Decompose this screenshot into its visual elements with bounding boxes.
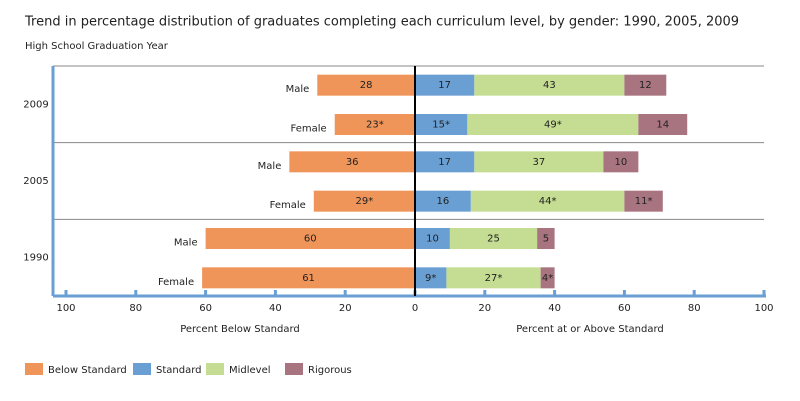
- group-label: 2005: [23, 176, 48, 187]
- value-label: 17: [438, 80, 451, 91]
- legend-label: Standard: [156, 365, 202, 376]
- bar-segment: [415, 74, 475, 96]
- bar-segment: [603, 151, 639, 173]
- value-label: 49*: [544, 120, 562, 131]
- value-label: 29*: [356, 196, 374, 207]
- bar-segment: [415, 267, 447, 289]
- value-label: 10: [615, 157, 628, 168]
- x-tick-label: 60: [199, 303, 212, 314]
- bar-segment: [202, 267, 415, 289]
- value-label: 27*: [485, 273, 503, 284]
- legend-label: Rigorous: [308, 365, 352, 376]
- group-label: 1990: [23, 253, 48, 264]
- x-axis-label: Percent at or Above Standard: [516, 324, 664, 335]
- x-tick-label: 60: [618, 303, 631, 314]
- value-label: 16: [437, 196, 450, 207]
- group-label: 2009: [23, 99, 48, 110]
- value-label: 61: [302, 273, 315, 284]
- x-axis-label: Percent Below Standard: [180, 324, 300, 335]
- bar-segment: [317, 74, 415, 96]
- bar-segment: [474, 151, 604, 173]
- bar-segment: [540, 267, 555, 289]
- x-tick-label: 20: [339, 303, 352, 314]
- bar-segment: [415, 151, 475, 173]
- category-label: Male: [258, 161, 282, 172]
- value-label: 17: [438, 157, 451, 168]
- category-label: Male: [174, 238, 198, 249]
- value-label: 5: [543, 234, 549, 245]
- value-label: 25: [487, 234, 500, 245]
- category-label: Female: [291, 124, 327, 135]
- bar-segment: [638, 114, 688, 135]
- value-label: 43: [543, 80, 556, 91]
- value-label: 15*: [432, 120, 450, 131]
- y-axis-label: High School Graduation Year: [25, 41, 169, 52]
- bar-segment: [624, 74, 667, 96]
- value-label: 11*: [635, 196, 653, 207]
- x-tick-label: 20: [478, 303, 491, 314]
- value-label: 9*: [425, 273, 436, 284]
- chart-title: Trend in percentage distribution of grad…: [24, 15, 739, 30]
- value-label: 44*: [539, 196, 557, 207]
- x-tick-label: 100: [56, 303, 75, 314]
- x-tick-label: 80: [688, 303, 701, 314]
- bar-segment: [624, 190, 663, 212]
- bar-segment: [205, 228, 415, 249]
- bar-segment: [449, 228, 538, 249]
- value-label: 23*: [366, 120, 384, 131]
- legend-label: Midlevel: [229, 365, 271, 376]
- bar-segment: [467, 114, 639, 135]
- bar-segment: [474, 74, 625, 96]
- legend-swatch: [133, 363, 151, 375]
- bar-segment: [470, 190, 625, 212]
- bar-segment: [313, 190, 415, 212]
- bar-segment: [446, 267, 541, 289]
- bar-segment: [537, 228, 555, 249]
- bar-segment: [415, 190, 471, 212]
- value-label: 14: [656, 120, 669, 131]
- value-label: 12: [639, 80, 652, 91]
- x-tick-label: 80: [129, 303, 142, 314]
- category-label: Female: [158, 277, 194, 288]
- legend-swatch: [285, 363, 303, 375]
- bar-segment: [415, 114, 468, 135]
- value-label: 37: [533, 157, 546, 168]
- x-tick-label: 100: [754, 303, 773, 314]
- category-label: Male: [286, 84, 310, 95]
- value-label: 36: [346, 157, 359, 168]
- bar-segment: [334, 114, 415, 135]
- x-tick-label: 40: [269, 303, 282, 314]
- x-tick-label: 0: [412, 303, 418, 314]
- x-tick-label: 40: [548, 303, 561, 314]
- value-label: 60: [304, 234, 317, 245]
- value-label: 10: [426, 234, 439, 245]
- value-label: 4*: [542, 273, 553, 284]
- category-label: Female: [270, 200, 306, 211]
- legend-swatch: [25, 363, 43, 375]
- legend-label: Below Standard: [48, 365, 127, 376]
- value-label: 28: [360, 80, 373, 91]
- bar-segment: [415, 228, 450, 249]
- legend-swatch: [206, 363, 224, 375]
- bar-segment: [289, 151, 415, 173]
